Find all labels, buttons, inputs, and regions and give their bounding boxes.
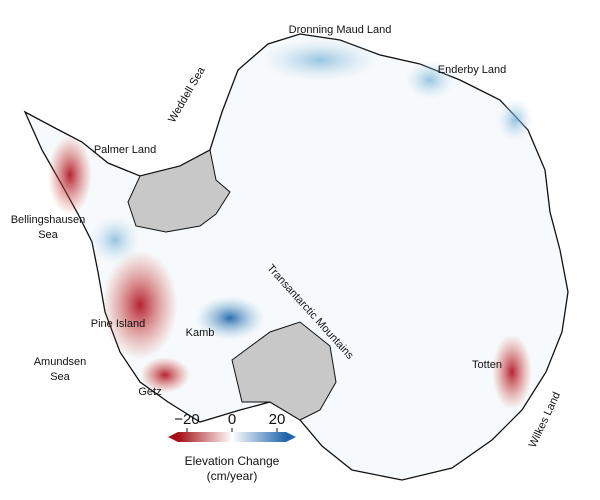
ronne-filchner-shelf <box>127 149 231 233</box>
colorbar-tick-label: 20 <box>269 411 286 428</box>
thickening-region <box>195 296 265 340</box>
thinning-region <box>102 250 178 360</box>
place-label: Amundsen <box>34 356 87 368</box>
thinning-region <box>48 135 92 215</box>
place-label: Kamb <box>186 327 215 339</box>
place-label: Getz <box>138 386 161 398</box>
ross-shelf <box>231 321 337 421</box>
thinning-region <box>492 334 532 410</box>
thickening-region <box>497 98 533 142</box>
colorbar-unit: (cm/year) <box>207 469 258 483</box>
place-label: Wilkes Land <box>527 390 563 449</box>
colorbar-bar <box>178 432 286 442</box>
thinning-region <box>140 357 190 393</box>
colorbar-tick-label: −20 <box>174 411 199 428</box>
place-label: Dronning Maud Land <box>289 24 392 36</box>
thickening-region <box>405 60 455 100</box>
place-label: Totten <box>472 359 502 371</box>
place-label: Pine Island <box>91 318 145 330</box>
place-label: Enderby Land <box>438 64 507 76</box>
place-label: Palmer Land <box>94 144 156 156</box>
colorbar-arrow <box>286 432 296 442</box>
colorbar-arrow <box>168 432 178 442</box>
thickening-region <box>260 38 380 82</box>
place-label: Weddell Sea <box>166 64 208 125</box>
thickening-region <box>90 215 140 265</box>
place-label: Sea <box>38 229 58 241</box>
place-label: Bellingshausen <box>11 214 86 226</box>
colorbar-tick-label: 0 <box>228 411 236 428</box>
place-label: Sea <box>50 371 70 383</box>
colorbar: −20 0 20 Elevation Change(cm/year) <box>168 411 296 483</box>
colorbar-title: Elevation Change <box>185 454 280 468</box>
